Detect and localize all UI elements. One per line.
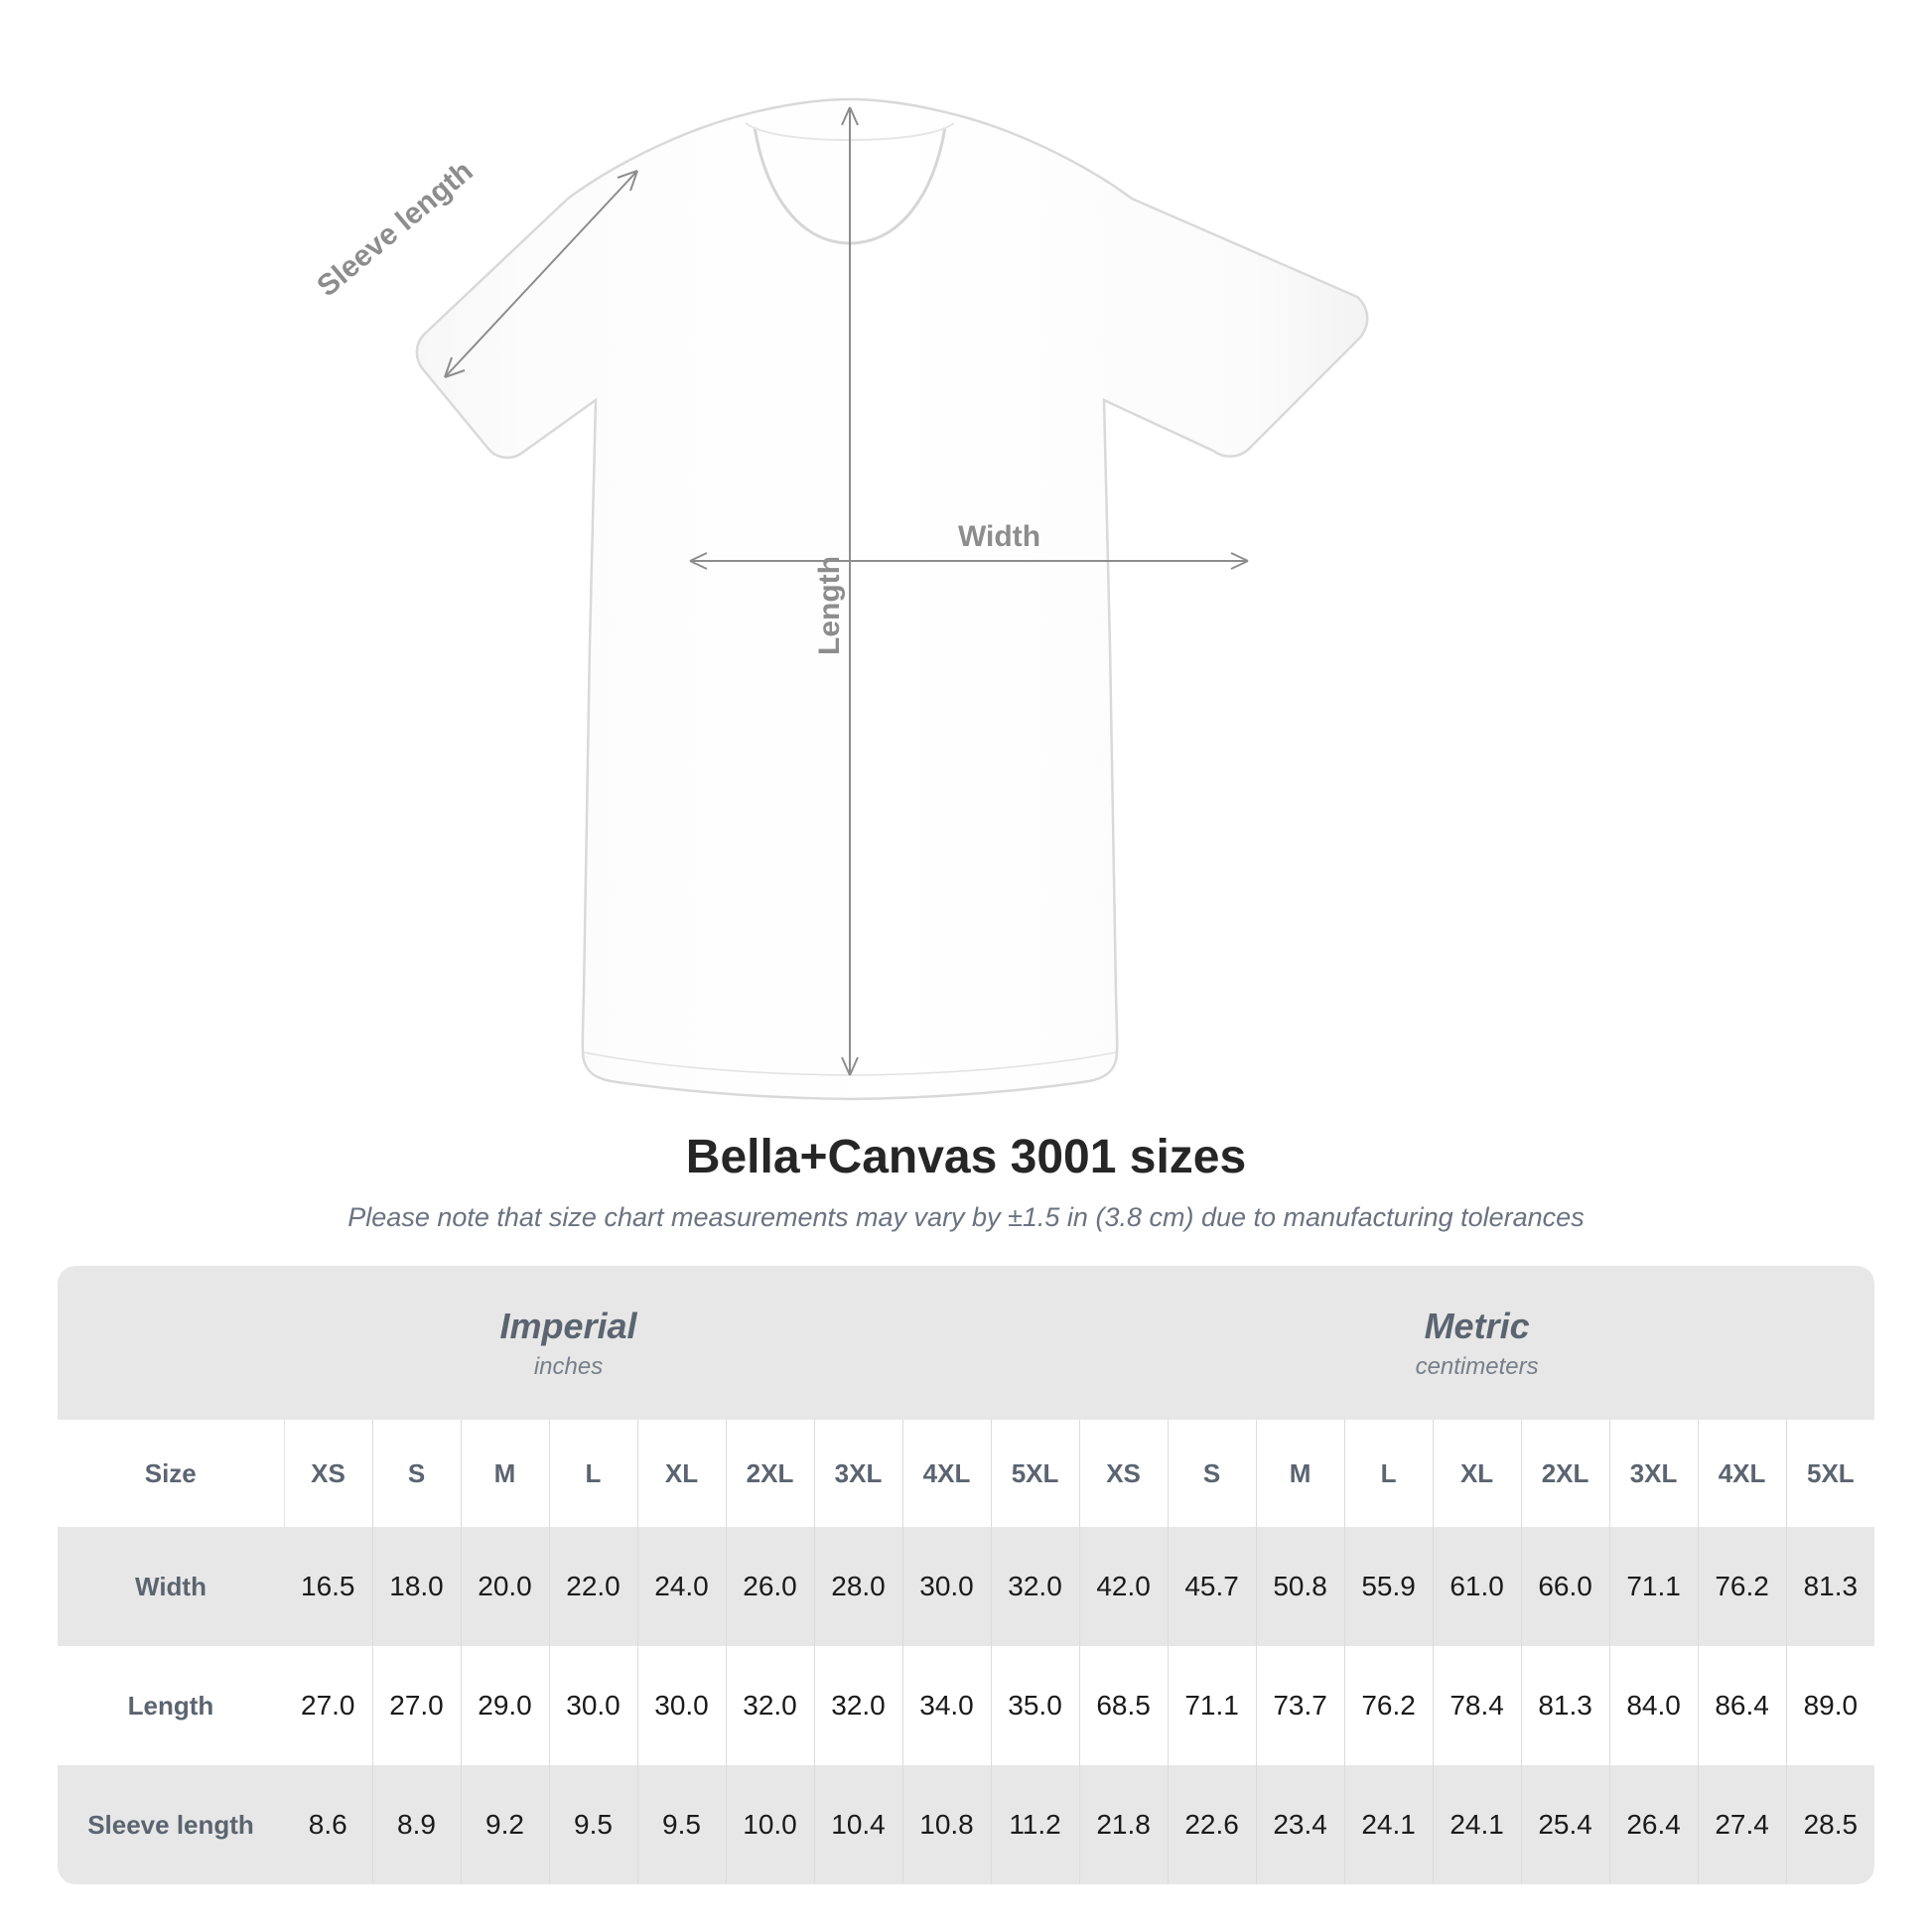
svg-text:Length: Length (813, 556, 846, 655)
svg-text:Width: Width (958, 520, 1040, 553)
svg-text:Sleeve length: Sleeve length (311, 155, 479, 304)
